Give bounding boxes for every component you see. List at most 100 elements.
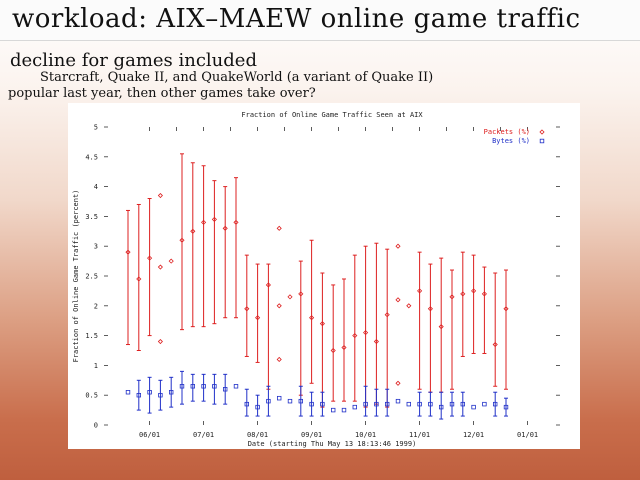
data-point-packets [136, 276, 142, 282]
x-tick-label: 10/01 [355, 431, 376, 439]
data-point-packets [330, 347, 336, 354]
data-point-packets [492, 341, 498, 348]
data-point-packets [179, 237, 185, 243]
data-point-packets [157, 338, 163, 345]
data-point-bytes [503, 404, 509, 410]
x-tick-label: 11/01 [409, 431, 430, 439]
data-point-packets [276, 303, 282, 309]
y-tick-label: 1 [94, 362, 98, 370]
data-point-packets [417, 288, 423, 294]
x-tick-label: 01/01 [517, 431, 538, 439]
data-point-packets [298, 291, 304, 297]
slide-heading: decline for games included [10, 50, 257, 71]
data-point-bytes [449, 401, 455, 407]
legend-label: Packets (%) [484, 128, 530, 136]
x-tick-label: 07/01 [193, 431, 214, 439]
data-point-packets [168, 258, 174, 264]
data-point-bytes [417, 401, 422, 407]
data-point-bytes [222, 387, 228, 392]
x-tick-label: 09/01 [301, 431, 322, 439]
data-point-packets [287, 294, 293, 300]
y-tick-label: 3 [94, 243, 98, 251]
data-point-bytes [287, 398, 293, 404]
data-point-bytes [158, 392, 163, 398]
y-axis-label: Fraction of Online Game Traffic (percent… [72, 190, 80, 363]
data-point-bytes [406, 401, 411, 407]
data-point-packets [438, 324, 444, 330]
data-point-packets [395, 297, 401, 303]
data-point-packets [481, 291, 487, 297]
data-point-packets [222, 225, 228, 231]
legend-label: Bytes (%) [492, 137, 530, 145]
data-point-bytes [374, 401, 379, 407]
slide-text-line-2: popular last year, then other games take… [8, 86, 316, 101]
y-tick-label: 0 [94, 422, 98, 430]
data-point-bytes [438, 404, 444, 410]
x-tick-label: 12/01 [463, 431, 484, 439]
data-point-packets [255, 315, 261, 321]
data-point-packets [157, 264, 163, 270]
data-point-bytes [341, 407, 347, 413]
legend-marker [539, 129, 545, 135]
data-point-bytes [320, 401, 325, 407]
data-point-bytes [471, 404, 476, 410]
data-point-packets [373, 338, 379, 345]
data-point-bytes [125, 390, 131, 395]
data-point-packets [233, 219, 239, 225]
data-point-bytes [255, 404, 260, 410]
data-point-bytes [179, 384, 185, 389]
data-point-packets [309, 315, 315, 321]
y-tick-label: 2.5 [85, 273, 98, 281]
data-point-bytes [309, 401, 314, 407]
data-point-packets [395, 243, 401, 249]
data-point-bytes [212, 384, 217, 389]
data-point-bytes [169, 390, 174, 395]
legend-marker [539, 138, 545, 144]
data-point-bytes [492, 401, 498, 407]
data-point-packets [427, 306, 433, 312]
data-point-bytes [395, 398, 401, 404]
y-tick-label: 4.5 [85, 153, 98, 161]
data-point-bytes [147, 390, 152, 395]
data-point-bytes [298, 398, 303, 404]
chart-panel: Fraction of Online Game Traffic Seen at … [68, 103, 580, 449]
data-point-packets [503, 306, 509, 312]
data-point-bytes [233, 384, 239, 389]
x-tick-label: 06/01 [139, 431, 160, 439]
data-point-packets [363, 330, 369, 336]
slide-title: workload: AIX–MAEW online game traffic [12, 4, 581, 34]
data-point-packets [449, 294, 455, 300]
x-axis-label: Date (starting Thu May 13 18:13:46 1999) [248, 440, 417, 448]
data-point-bytes [482, 401, 487, 407]
y-tick-label: 5 [94, 124, 98, 132]
data-point-bytes [330, 407, 336, 413]
title-band: workload: AIX–MAEW online game traffic [0, 0, 640, 41]
y-tick-label: 3.5 [85, 213, 98, 221]
data-point-packets [319, 321, 325, 327]
x-tick-label: 08/01 [247, 431, 268, 439]
y-tick-label: 0.5 [85, 392, 98, 400]
y-tick-label: 2 [94, 302, 98, 310]
data-point-bytes [136, 392, 141, 398]
data-point-bytes [363, 401, 368, 407]
data-point-packets [157, 192, 163, 199]
chart-title: Fraction of Online Game Traffic Seen at … [241, 111, 423, 119]
y-tick-label: 4 [94, 183, 98, 191]
data-point-packets [460, 291, 466, 297]
data-point-bytes [244, 401, 249, 407]
data-point-bytes [384, 401, 390, 407]
data-point-packets [201, 219, 207, 225]
slide-text-line-1: Starcraft, Quake II, and QuakeWorld (a v… [40, 70, 434, 85]
data-point-packets [341, 344, 347, 351]
data-point-packets [406, 303, 412, 309]
data-point-packets [244, 306, 250, 312]
data-point-packets [276, 225, 282, 231]
data-point-bytes [190, 384, 195, 389]
data-point-packets [384, 312, 390, 318]
data-point-packets [352, 333, 358, 339]
data-point-bytes [352, 404, 357, 410]
data-point-bytes [428, 401, 433, 407]
y-tick-label: 1.5 [85, 332, 98, 340]
data-point-packets [276, 356, 282, 363]
chart-svg: Fraction of Online Game Traffic Seen at … [72, 111, 560, 448]
